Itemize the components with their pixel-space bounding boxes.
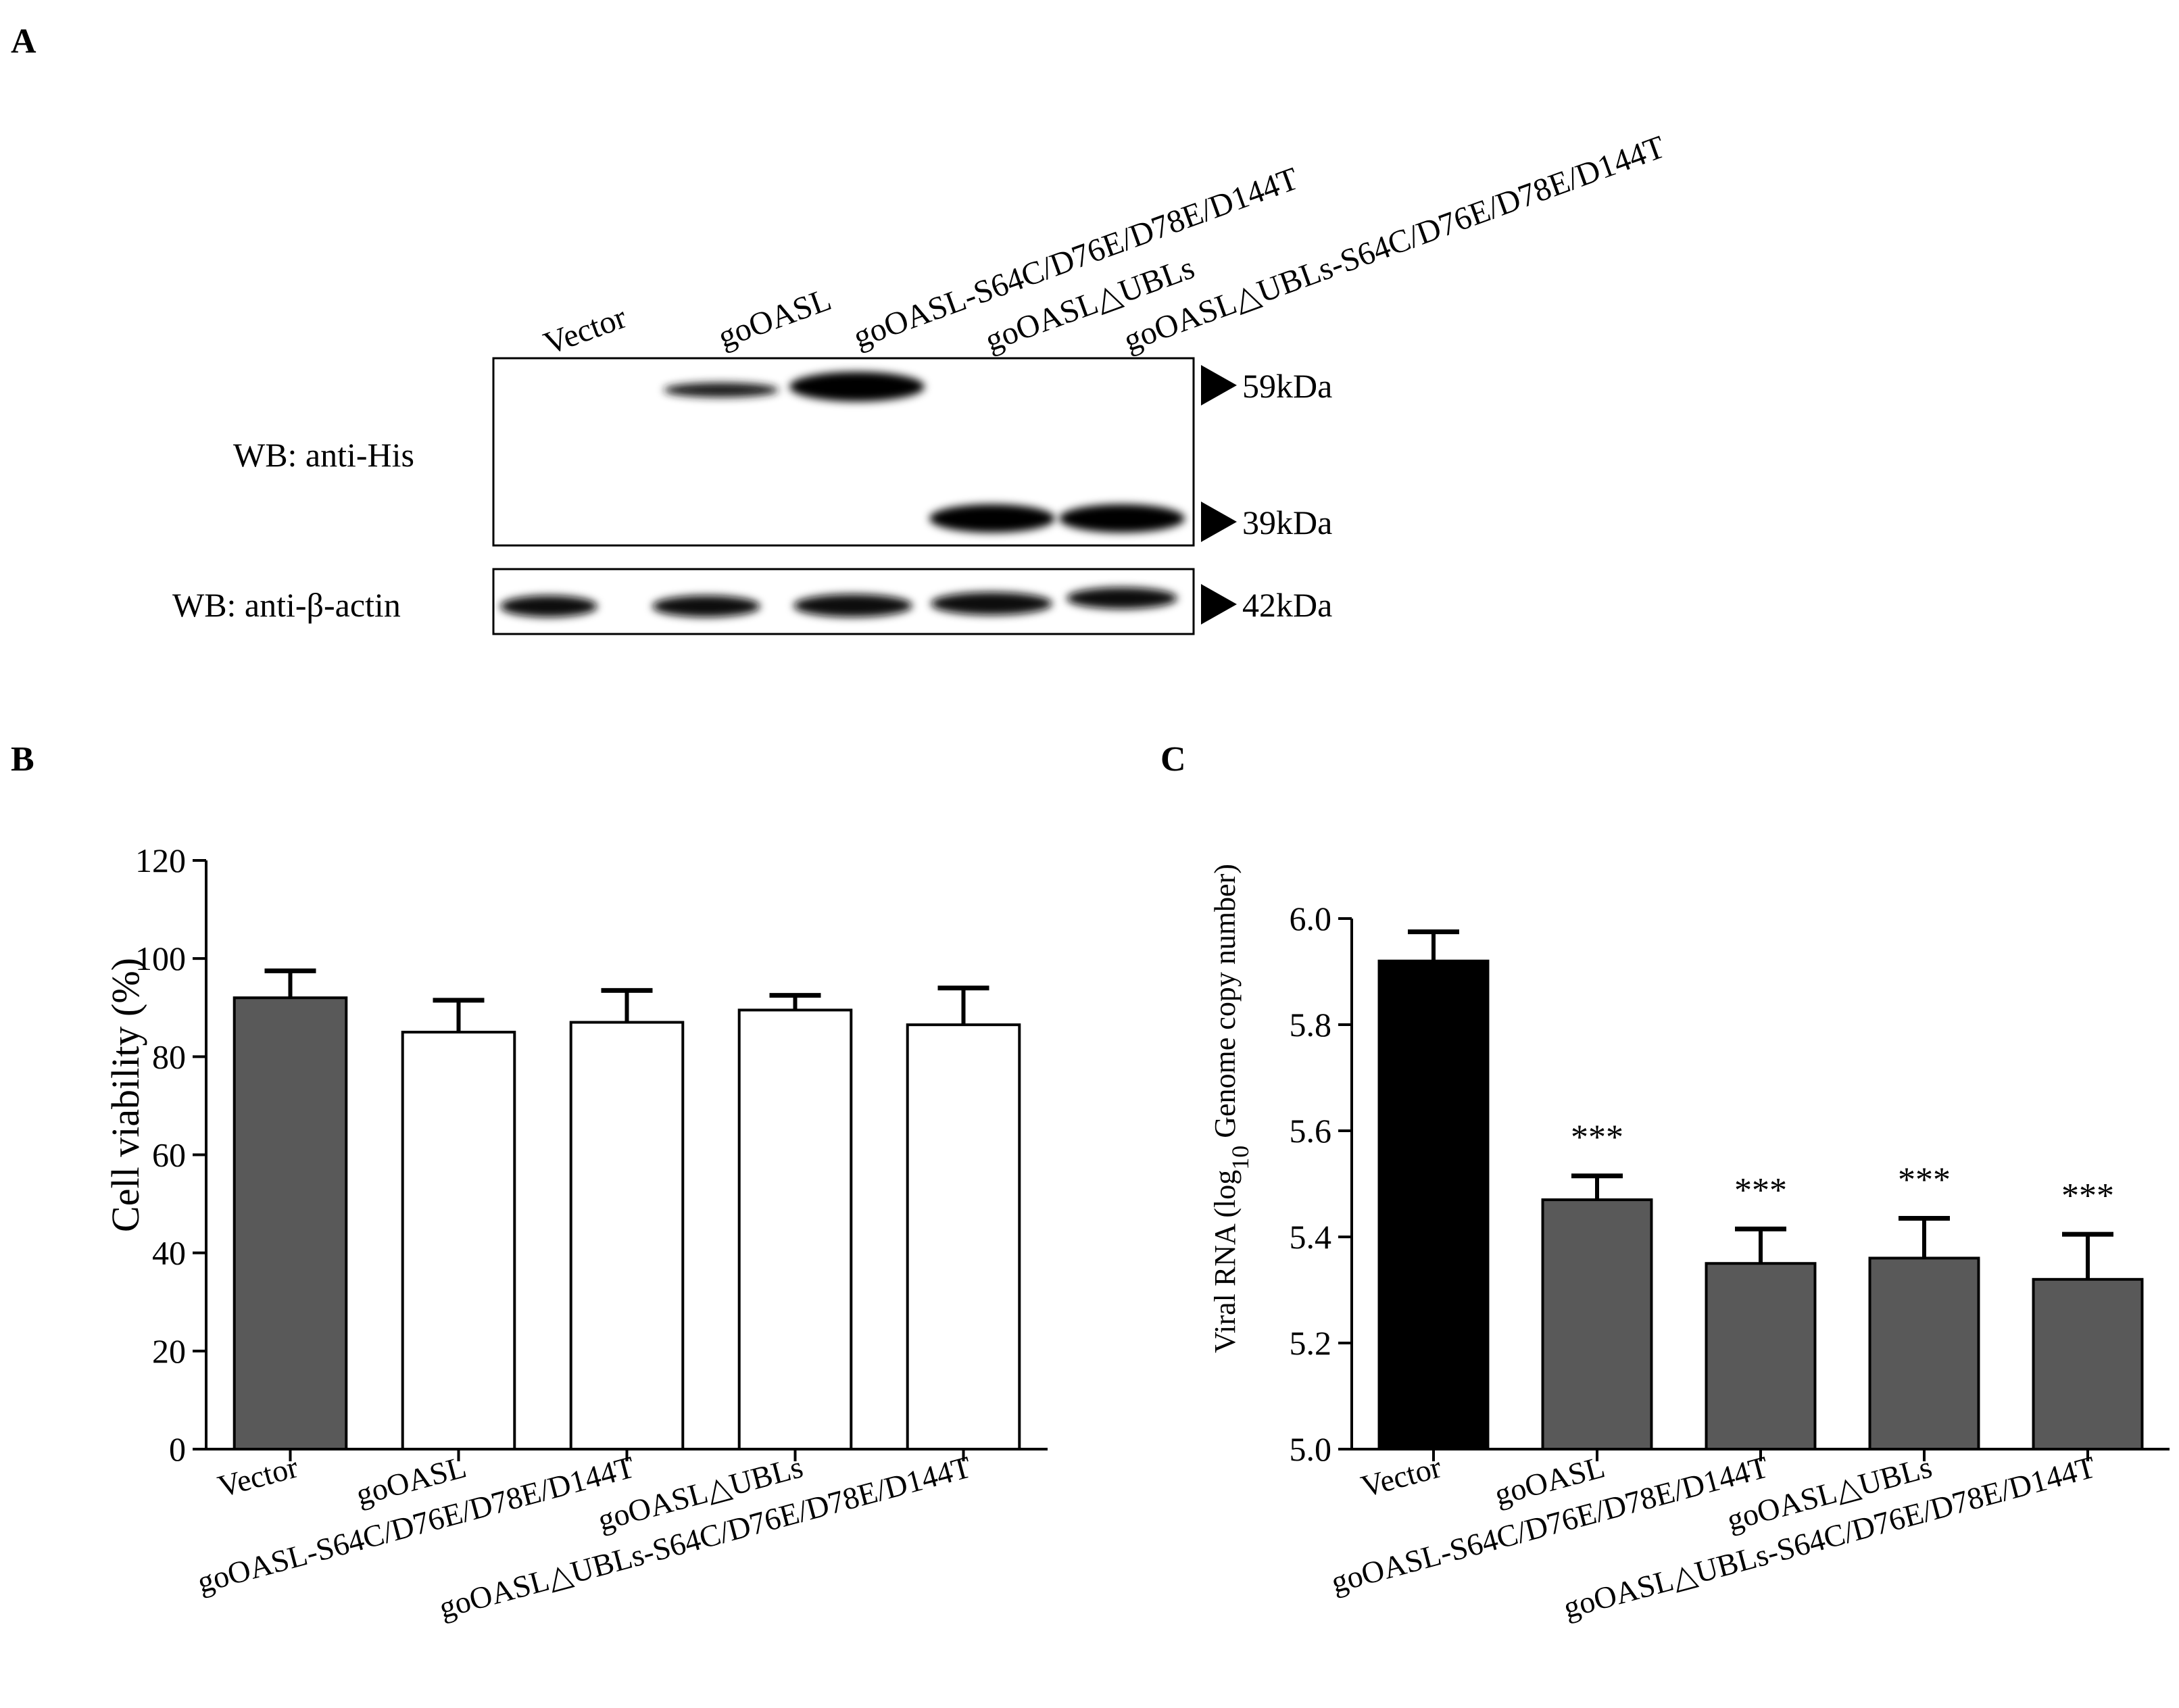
significance-label: *** [2061, 1177, 2114, 1215]
y-tick-label: 80 [152, 1038, 186, 1075]
chart-b-y-axis-label: Cell viability (%) [103, 958, 147, 1232]
lane-label-vector: Vector [539, 299, 631, 362]
panel-b-letter: B [11, 740, 34, 779]
y-tick-label: 5.6 [1290, 1112, 1332, 1150]
band-his-goOASL [664, 383, 779, 397]
bar [737, 1008, 853, 1450]
bar [1541, 1198, 1653, 1451]
marker-42kda-arrow-icon [1201, 584, 1237, 625]
band-actin-goOASL-mutant [793, 594, 912, 617]
significance-label: *** [1898, 1161, 1951, 1200]
bar [1868, 1256, 1980, 1451]
marker-59kda-label: 59kDa [1242, 367, 1332, 405]
y-tick-label: 5.2 [1290, 1324, 1332, 1362]
lane-labels: Vector goOASL goOASL-S64C/D76E/D78E/D144… [539, 129, 1670, 362]
panel-b: B Cell viability (%) 0 20 40 60 80 100 120 Vect… [11, 740, 1048, 1625]
blot-anti-his [492, 357, 1195, 547]
y-tick-label: 5.0 [1290, 1430, 1332, 1468]
panel-a: A Vector goOASL goOASL-S64C/D76E/D78E/D1… [11, 22, 1670, 635]
y-tick-label: 20 [152, 1332, 186, 1370]
panel-a-letter: A [11, 22, 36, 61]
panel-c: C Viral RNA (log10 Genome copy number) 5… [1160, 740, 2170, 1625]
y-tick-label: 5.4 [1290, 1218, 1332, 1256]
x-category-label: Vector [214, 1449, 301, 1503]
lane-label-goOASL-dUBLs-mutant: goOASL△UBLs-S64C/D76E/D78E/D144T [1119, 129, 1670, 359]
band-actin-goOASL-dUBLs [931, 592, 1052, 615]
marker-39kda-arrow-icon [1201, 502, 1237, 542]
bar [906, 1023, 1021, 1450]
bar [569, 1021, 685, 1450]
x-category-label: Vector [1357, 1449, 1444, 1503]
significance-label: *** [1571, 1119, 1623, 1157]
y-tick-label: 5.8 [1290, 1006, 1332, 1044]
band-actin-goOASL-dUBLs-mutant [1067, 587, 1177, 609]
bar [2032, 1277, 2144, 1451]
significance-label: *** [1734, 1171, 1787, 1210]
blot-actin-label: WB: anti-β-actin [172, 586, 401, 624]
band-his-goOASL-dUBLs-mutant [1059, 504, 1185, 533]
marker-42kda-label: 42kDa [1242, 586, 1332, 624]
bar [1377, 959, 1490, 1451]
blot-anti-actin [492, 568, 1195, 635]
y-tick-label: 100 [135, 940, 186, 977]
bar [1705, 1262, 1817, 1450]
lane-label-goOASL: goOASL [714, 281, 836, 355]
marker-39kda-label: 39kDa [1242, 504, 1332, 541]
y-tick-label: 60 [152, 1136, 186, 1174]
bar [232, 996, 348, 1450]
y-tick-label: 6.0 [1290, 900, 1332, 937]
blot-his-label: WB: anti-His [233, 436, 414, 474]
y-tick-label: 40 [152, 1234, 186, 1272]
band-actin-goOASL [652, 595, 760, 617]
marker-59kda-arrow-icon [1201, 365, 1237, 406]
band-his-goOASL-dUBLs [929, 504, 1055, 533]
band-actin-vector [500, 595, 597, 617]
band-his-goOASL-mutant [789, 372, 925, 401]
chart-c-y-label-subscript: 10 [1227, 1146, 1254, 1170]
panel-c-letter: C [1160, 740, 1186, 779]
chart-c-y-label-main: Viral RNA (log [1208, 1170, 1242, 1353]
bar [401, 1031, 516, 1450]
y-tick-label: 120 [135, 841, 186, 879]
chart-c-y-axis-label: Viral RNA (log10 Genome copy number) [1208, 864, 1254, 1353]
y-tick-label: 0 [169, 1430, 186, 1468]
chart-c-y-label-tail: Genome copy number) [1208, 864, 1242, 1146]
